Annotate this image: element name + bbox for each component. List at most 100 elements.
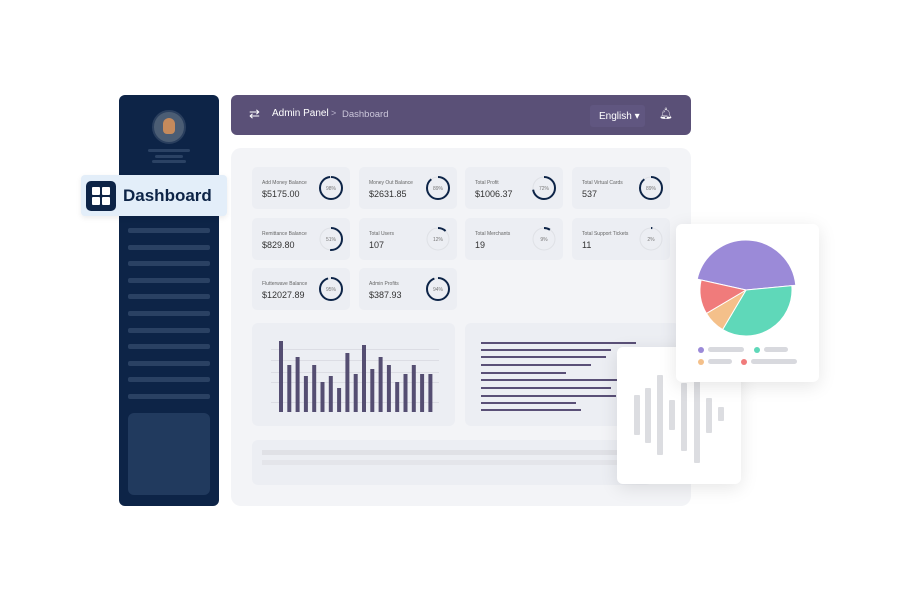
- table-row: [262, 450, 622, 455]
- bar: [378, 357, 383, 412]
- stat-title: Total Users: [369, 231, 395, 237]
- sidebar-item[interactable]: [128, 294, 210, 300]
- wave-bar: [694, 375, 700, 463]
- wave-bar: [681, 383, 687, 451]
- stat-value: 11: [582, 240, 592, 250]
- progress-ring: 9%: [532, 227, 556, 251]
- pie-chart-card: [676, 224, 819, 382]
- bar: [386, 365, 391, 412]
- stat-value: $1006.37: [475, 189, 513, 199]
- stat-card[interactable]: Add Money Balance $5175.00 98%: [252, 167, 350, 209]
- sidebar-item[interactable]: [128, 327, 210, 333]
- bar: [279, 341, 283, 412]
- swap-arrows-icon[interactable]: ⇄: [249, 106, 260, 121]
- list-line: [481, 342, 636, 344]
- stat-card[interactable]: Flutterwave Balance $12027.89 95%: [252, 268, 350, 310]
- list-line: [481, 349, 611, 351]
- legend-label: [751, 359, 797, 364]
- stat-card[interactable]: Money Out Balance $2631.85 89%: [359, 167, 457, 209]
- progress-percent: 94%: [433, 287, 444, 293]
- stat-value: 537: [582, 189, 598, 199]
- progress-ring: 89%: [639, 176, 663, 200]
- stat-card[interactable]: Total Profit $1006.37 72%: [465, 167, 563, 209]
- role-placeholder: [155, 155, 183, 158]
- progress-percent: 9%: [540, 237, 548, 243]
- bar: [362, 345, 366, 412]
- list-line: [481, 395, 616, 397]
- progress-ring: 72%: [532, 176, 556, 200]
- stat-title: Total Support Tickets: [582, 231, 629, 237]
- avatar[interactable]: [152, 110, 186, 144]
- legend-dot: [698, 359, 704, 365]
- bar: [287, 365, 292, 412]
- stat-card[interactable]: Total Support Tickets 11 2%: [572, 218, 670, 260]
- breadcrumb-admin-panel[interactable]: Admin Panel: [272, 108, 329, 119]
- progress-percent: 89%: [433, 186, 444, 192]
- stat-value: $5175.00: [262, 189, 300, 199]
- breadcrumb-current: Dashboard: [342, 109, 389, 120]
- stat-title: Total Profit: [475, 180, 499, 186]
- list-line: [481, 356, 606, 358]
- stat-title: Total Virtual Cards: [582, 180, 623, 186]
- bar: [320, 382, 325, 412]
- sidebar-item[interactable]: [128, 377, 210, 383]
- stat-title: Flutterwave Balance: [262, 281, 308, 287]
- bar: [420, 374, 425, 412]
- wave-bar: [634, 395, 640, 435]
- sidebar-item[interactable]: [128, 311, 210, 316]
- stat-title: Add Money Balance: [262, 180, 307, 186]
- progress-percent: 98%: [326, 186, 337, 192]
- stat-card[interactable]: Total Virtual Cards 537 89%: [572, 167, 670, 209]
- legend-label: [708, 359, 732, 364]
- wave-bar: [706, 398, 712, 433]
- stat-card[interactable]: Remittance Balance $829.80 51%: [252, 218, 350, 260]
- bar: [337, 388, 342, 412]
- bar: [295, 357, 300, 412]
- wave-bar: [657, 375, 663, 455]
- progress-percent: 12%: [433, 237, 444, 243]
- bar: [411, 365, 416, 412]
- stat-title: Money Out Balance: [369, 180, 413, 186]
- stat-card[interactable]: Total Merchants 19 9%: [465, 218, 563, 260]
- bar: [395, 382, 400, 412]
- bar: [370, 369, 375, 412]
- sidebar-item[interactable]: [128, 344, 210, 350]
- topbar: ⇄ Admin Panel > Dashboard English ▾ 🔔︎: [231, 95, 691, 135]
- stat-title: Total Merchants: [475, 231, 511, 237]
- sidebar-item[interactable]: [128, 360, 210, 366]
- breadcrumb-separator: >: [331, 108, 337, 118]
- username-placeholder: [148, 149, 190, 152]
- stat-value: $12027.89: [262, 290, 305, 300]
- progress-ring: 94%: [426, 277, 450, 301]
- stat-value: $2631.85: [369, 189, 407, 199]
- progress-ring: 89%: [426, 176, 450, 200]
- legend-dot: [754, 347, 760, 353]
- sidebar-item-dashboard[interactable]: Dashboard: [81, 175, 227, 216]
- progress-ring: 12%: [426, 227, 450, 251]
- language-select[interactable]: English ▾: [590, 105, 645, 127]
- bar: [303, 376, 308, 412]
- progress-percent: 72%: [539, 186, 550, 192]
- sidebar-item[interactable]: [128, 277, 210, 283]
- progress-percent: 51%: [326, 237, 337, 243]
- sidebar-item[interactable]: [128, 244, 210, 250]
- legend-dot: [741, 359, 747, 365]
- bar: [312, 365, 317, 412]
- sidebar-item[interactable]: [128, 394, 210, 399]
- stat-card[interactable]: Admin Profits $387.93 94%: [359, 268, 457, 310]
- list-line: [481, 364, 591, 366]
- sidebar-card: [128, 413, 210, 495]
- stat-value: $829.80: [262, 240, 295, 250]
- sidebar-item[interactable]: [128, 261, 210, 267]
- stat-card[interactable]: Total Users 107 12%: [359, 218, 457, 260]
- progress-ring: 98%: [319, 176, 343, 200]
- list-line: [481, 372, 566, 374]
- wave-bar: [718, 407, 724, 421]
- bell-icon[interactable]: 🔔︎: [659, 108, 673, 120]
- sidebar-item[interactable]: [128, 228, 210, 233]
- stat-title: Remittance Balance: [262, 231, 307, 237]
- progress-percent: 95%: [326, 287, 337, 293]
- pie-chart: [696, 239, 797, 337]
- bar: [328, 376, 333, 412]
